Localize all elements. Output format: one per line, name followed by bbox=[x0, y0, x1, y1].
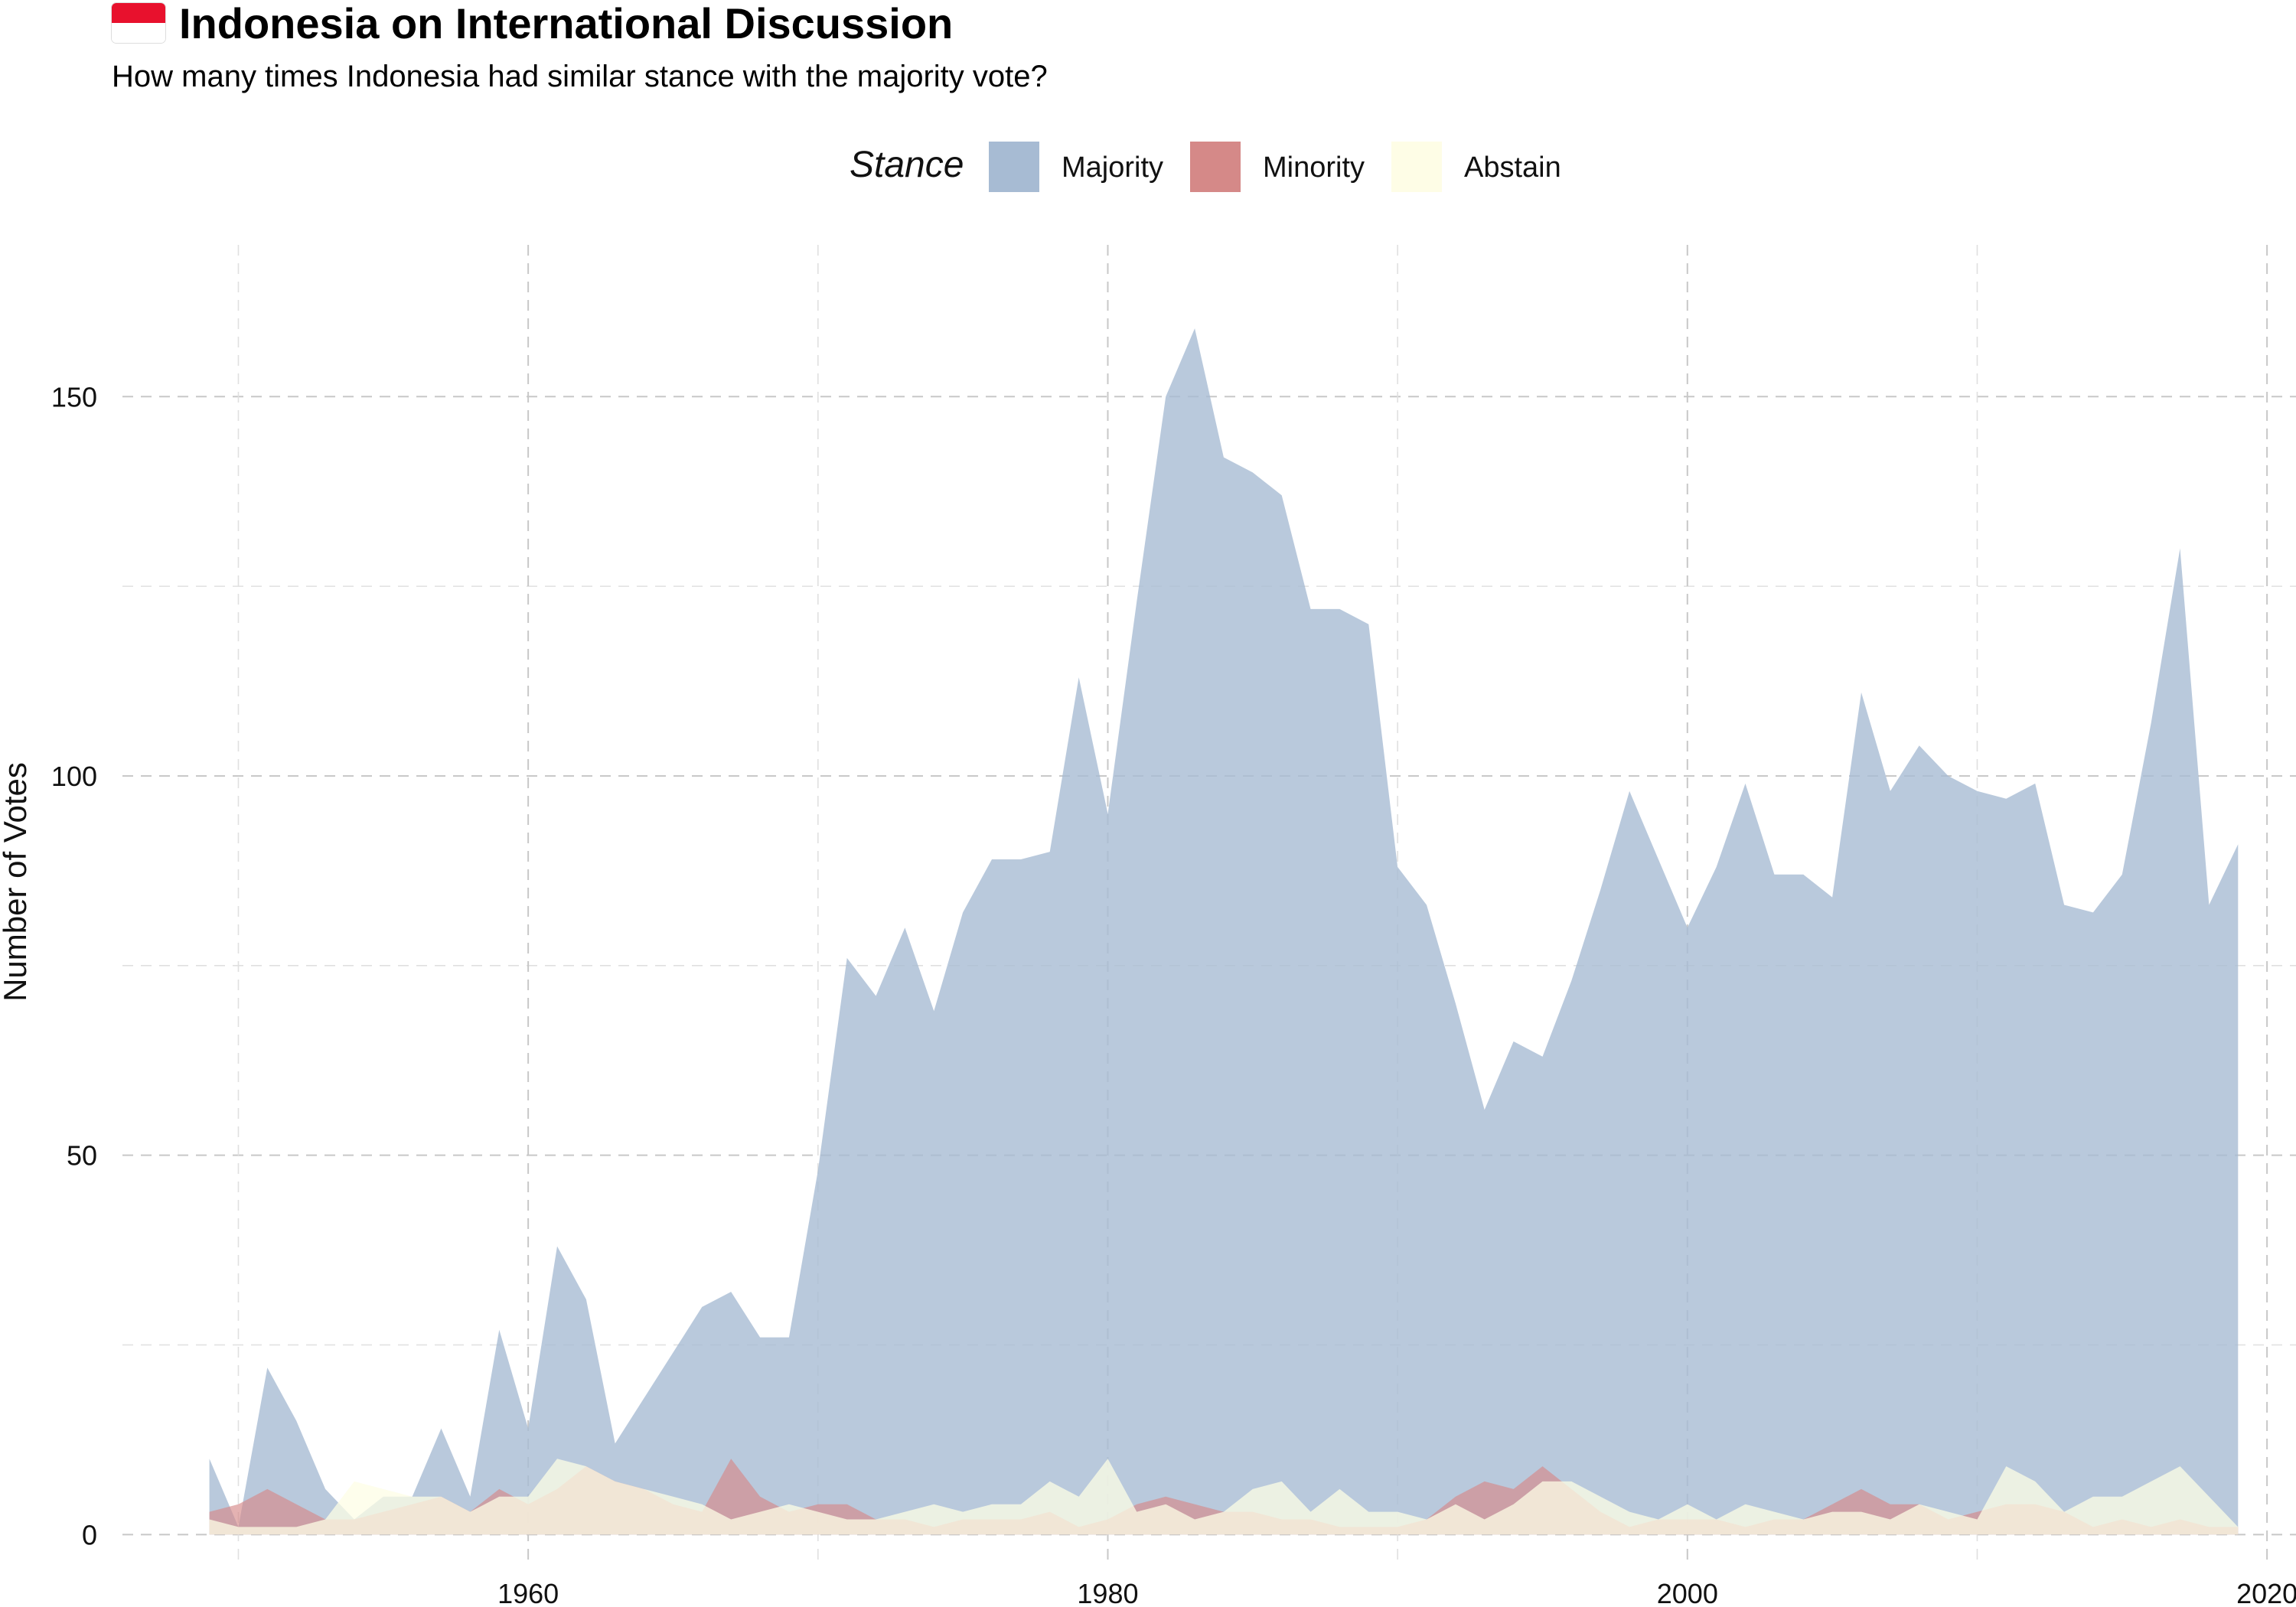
chart-legend: Stance Majority Minority Abstain bbox=[850, 142, 1561, 192]
area-majority bbox=[209, 328, 2239, 1535]
y-axis-label: Number of Votes bbox=[0, 762, 33, 1002]
x-tick-label: 2020 bbox=[2236, 1578, 2296, 1607]
legend-item-abstain: Abstain bbox=[1391, 142, 1561, 192]
legend-key bbox=[989, 142, 1039, 192]
y-tick-label: 100 bbox=[51, 761, 97, 792]
x-tick-label: 2000 bbox=[1657, 1578, 1718, 1607]
area-abstain bbox=[209, 1459, 2239, 1535]
y-tick-label: 50 bbox=[67, 1140, 97, 1172]
legend-label: Majority bbox=[1062, 152, 1163, 184]
x-tick-label: 1960 bbox=[497, 1578, 559, 1607]
chart-subtitle: How many times Indonesia had similar sta… bbox=[112, 60, 1048, 93]
legend-item-minority: Minority bbox=[1190, 142, 1365, 192]
legend-label: Minority bbox=[1263, 152, 1365, 184]
x-tick-label: 1980 bbox=[1077, 1578, 1138, 1607]
chart-title-text: Indonesia on International Discussion bbox=[179, 0, 954, 47]
y-tick-label: 0 bbox=[82, 1519, 97, 1550]
legend-title: Stance bbox=[850, 145, 964, 185]
chart-title: Indonesia on International Discussion bbox=[112, 0, 953, 47]
legend-key bbox=[1190, 142, 1241, 192]
indonesia-flag-icon bbox=[112, 3, 165, 43]
chart-areas bbox=[209, 328, 2239, 1535]
legend-key bbox=[1391, 142, 1442, 192]
legend-item-majority: Majority bbox=[989, 142, 1163, 192]
chart-axes: 0 50 100 150 1960 1980 2000 2020 Number of Votes bbox=[0, 381, 2296, 1607]
y-tick-label: 150 bbox=[51, 381, 97, 412]
legend-label: Abstain bbox=[1464, 152, 1561, 184]
